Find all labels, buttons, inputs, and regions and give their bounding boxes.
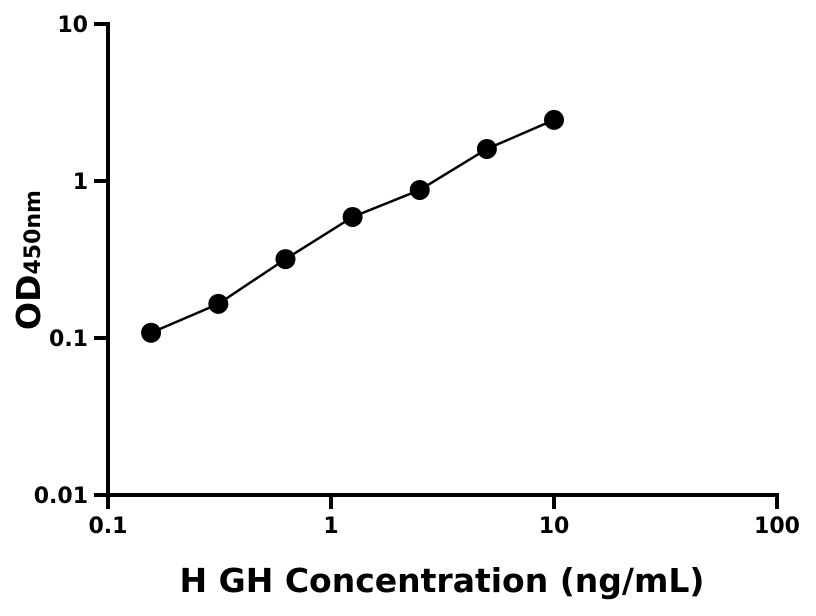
y-axis-label: OD450nm: [9, 190, 48, 330]
data-point: [409, 179, 430, 200]
x-tick-label: 1: [323, 514, 338, 539]
y-tick-label: 0.01: [34, 484, 88, 509]
data-point: [476, 138, 497, 159]
y-tick-label: 10: [57, 13, 88, 38]
x-tick-label: 10: [539, 514, 570, 539]
data-point: [544, 109, 564, 130]
y-axis-label-main: OD: [9, 275, 48, 330]
data-marks: [141, 109, 564, 343]
y-tick-label: 0.1: [49, 327, 88, 352]
data-point: [208, 293, 229, 314]
data-point: [342, 206, 363, 227]
data-point: [141, 322, 162, 343]
x-tick-label: 100: [754, 514, 800, 539]
data-point: [275, 249, 296, 270]
x-axis-label: H GH Concentration (ng/mL): [180, 561, 705, 600]
y-axis-label-sub: 450nm: [21, 190, 46, 275]
x-tick-label: 0.1: [89, 514, 128, 539]
y-tick-label: 1: [73, 170, 88, 195]
svg-text:OD450nm: OD450nm: [9, 190, 48, 330]
